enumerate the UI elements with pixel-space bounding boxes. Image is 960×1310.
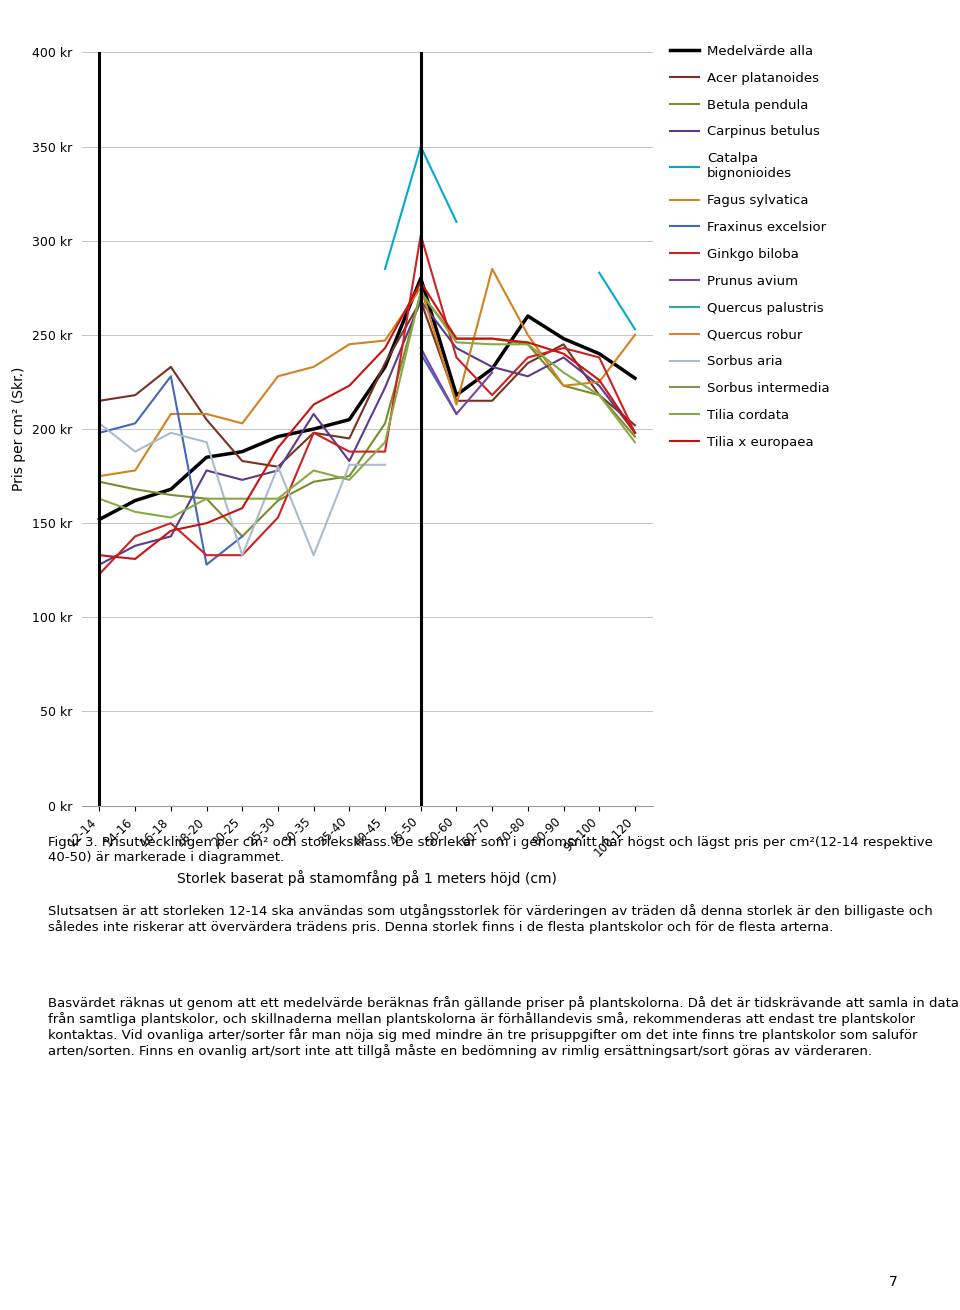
Text: Figur 3. Prisutvecklingen per cm² och storleksklass. De storlekar som i genomsni: Figur 3. Prisutvecklingen per cm² och st… xyxy=(48,836,933,863)
Legend: Medelvärde alla, Acer platanoides, Betula pendula, Carpinus betulus, Catalpa
big: Medelvärde alla, Acer platanoides, Betul… xyxy=(670,45,829,449)
Y-axis label: Pris per cm² (Skr.): Pris per cm² (Skr.) xyxy=(12,367,26,491)
Text: Basvärdet räknas ut genom att ett medelvärde beräknas från gällande priser på pl: Basvärdet räknas ut genom att ett medelv… xyxy=(48,996,959,1058)
X-axis label: Storlek baserat på stamomfång på 1 meters höjd (cm): Storlek baserat på stamomfång på 1 meter… xyxy=(178,870,557,887)
Text: Slutsatsen är att storleken 12-14 ska användas som utgångsstorlek för värderinge: Slutsatsen är att storleken 12-14 ska an… xyxy=(48,904,933,934)
Text: 7: 7 xyxy=(888,1276,898,1289)
